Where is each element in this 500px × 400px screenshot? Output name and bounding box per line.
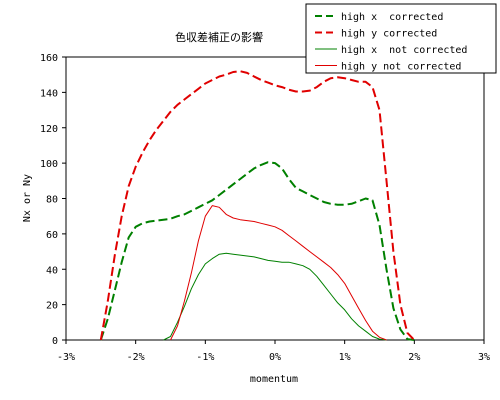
legend-label: high y not corrected [341, 62, 461, 73]
legend: high x corrected high y corrected high x n… [305, 3, 497, 74]
x-axis-label: momentum [250, 374, 298, 385]
y-tick-label: 60 [46, 230, 58, 241]
y-tick-label: 80 [46, 195, 58, 206]
y-tick-label: 160 [40, 53, 58, 64]
plot-area-frame [65, 56, 485, 341]
series-line-4 [170, 205, 387, 341]
x-tick-label: 3% [478, 352, 490, 363]
y-axis-label: Nx or Ny [22, 174, 33, 222]
x-tick-label: -1% [196, 352, 214, 363]
legend-items: high x corrected high y corrected high x n… [315, 12, 467, 73]
x-tick-label: -2% [127, 352, 145, 363]
x-tick-label: 0% [269, 352, 281, 363]
legend-label: high x corrected [341, 12, 443, 23]
legend-label: high x not corrected [341, 45, 467, 56]
series-line-2 [99, 70, 416, 341]
series-line-1 [99, 161, 415, 341]
y-tick-label: 40 [46, 265, 58, 276]
y-tick-label: 20 [46, 301, 58, 312]
x-tick-label: 2% [408, 352, 420, 363]
axes: 0 20 40 60 80 100 120 140 160 -3% -2% -1% 0% 1% 2% 3% [40, 53, 490, 363]
series-line-3 [163, 252, 387, 341]
y-tick-label: 120 [40, 124, 58, 135]
y-tick-label: 100 [40, 159, 58, 170]
chart-title: 色収差補正の影響 [175, 30, 263, 44]
legend-box [305, 3, 497, 74]
y-tick-label: 140 [40, 88, 58, 99]
y-tick-label: 0 [52, 336, 58, 347]
x-tick-label: -3% [57, 352, 75, 363]
series-group [99, 70, 416, 341]
legend-label: high y corrected [341, 29, 437, 40]
x-tick-label: 1% [339, 352, 351, 363]
